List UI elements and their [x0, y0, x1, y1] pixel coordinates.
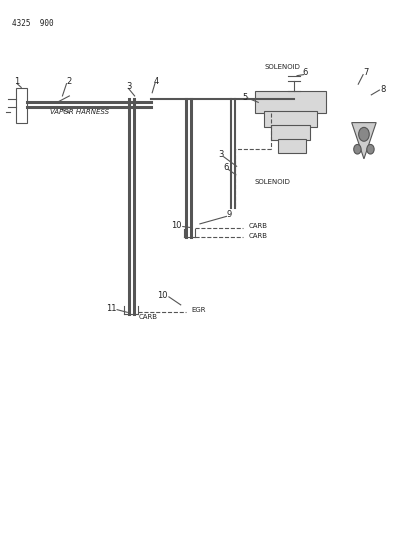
Polygon shape: [352, 123, 376, 159]
Bar: [264, 111, 317, 127]
Text: 11: 11: [106, 304, 116, 313]
Text: CARB: CARB: [249, 223, 268, 229]
Text: CARB: CARB: [249, 233, 268, 239]
Text: 8: 8: [380, 85, 386, 93]
Bar: [255, 91, 326, 113]
Text: VAPOR HARNESS: VAPOR HARNESS: [50, 109, 109, 115]
Bar: [271, 125, 310, 140]
Text: 3: 3: [218, 150, 224, 159]
Text: 1: 1: [15, 77, 20, 85]
Text: SOLENOID: SOLENOID: [255, 179, 290, 185]
Text: 4: 4: [153, 77, 158, 85]
Text: 10: 10: [157, 291, 168, 300]
Text: 10: 10: [171, 221, 182, 230]
Text: CARB: CARB: [139, 314, 158, 320]
Text: 5: 5: [242, 93, 247, 101]
Circle shape: [354, 144, 361, 154]
Text: 6: 6: [302, 68, 308, 77]
Bar: [16, 88, 27, 123]
Text: 9: 9: [227, 211, 232, 219]
Text: EGR: EGR: [191, 307, 206, 313]
Text: 4325  900: 4325 900: [12, 19, 54, 28]
Text: 7: 7: [364, 68, 369, 77]
Circle shape: [359, 127, 369, 141]
Bar: [278, 139, 306, 153]
Text: 3: 3: [126, 82, 131, 91]
Text: 6: 6: [224, 163, 229, 172]
Text: SOLENOID: SOLENOID: [265, 64, 301, 70]
Text: 2: 2: [66, 77, 71, 86]
Circle shape: [367, 144, 374, 154]
